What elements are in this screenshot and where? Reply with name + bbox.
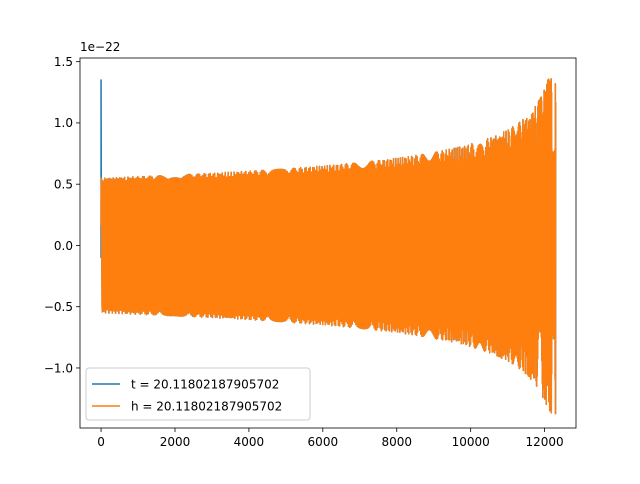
y-tick-label: 0.5 [54, 177, 73, 191]
y-tick-label: 0.0 [54, 239, 73, 253]
legend-label-t: t = 20.11802187905702 [131, 378, 279, 392]
y-axis: −1.0 −0.5 0.0 0.5 1.0 1.5 [44, 55, 80, 375]
series-line-h [100, 78, 557, 415]
x-tick-label: 0 [97, 435, 105, 449]
x-tick-label: 4000 [234, 435, 265, 449]
x-tick-label: 10000 [452, 435, 490, 449]
y-tick-label: 1.0 [54, 116, 73, 130]
x-tick-label: 2000 [160, 435, 191, 449]
series-layer [100, 78, 557, 415]
y-tick-label: 1.5 [54, 55, 73, 69]
legend-label-h: h = 20.11802187905702 [131, 400, 282, 414]
x-axis: 0 2000 4000 6000 8000 10000 12000 [97, 428, 564, 449]
x-tick-label: 8000 [381, 435, 412, 449]
plot-frame [79, 57, 577, 429]
y-tick-label: −0.5 [44, 300, 73, 314]
y-offset-label: 1e−22 [80, 40, 120, 54]
y-tick-label: −1.0 [44, 361, 73, 375]
x-tick-label: 12000 [525, 435, 563, 449]
x-tick-label: 6000 [308, 435, 339, 449]
legend-box [85, 367, 311, 421]
legend: t = 20.11802187905702 h = 20.11802187905… [85, 367, 311, 421]
